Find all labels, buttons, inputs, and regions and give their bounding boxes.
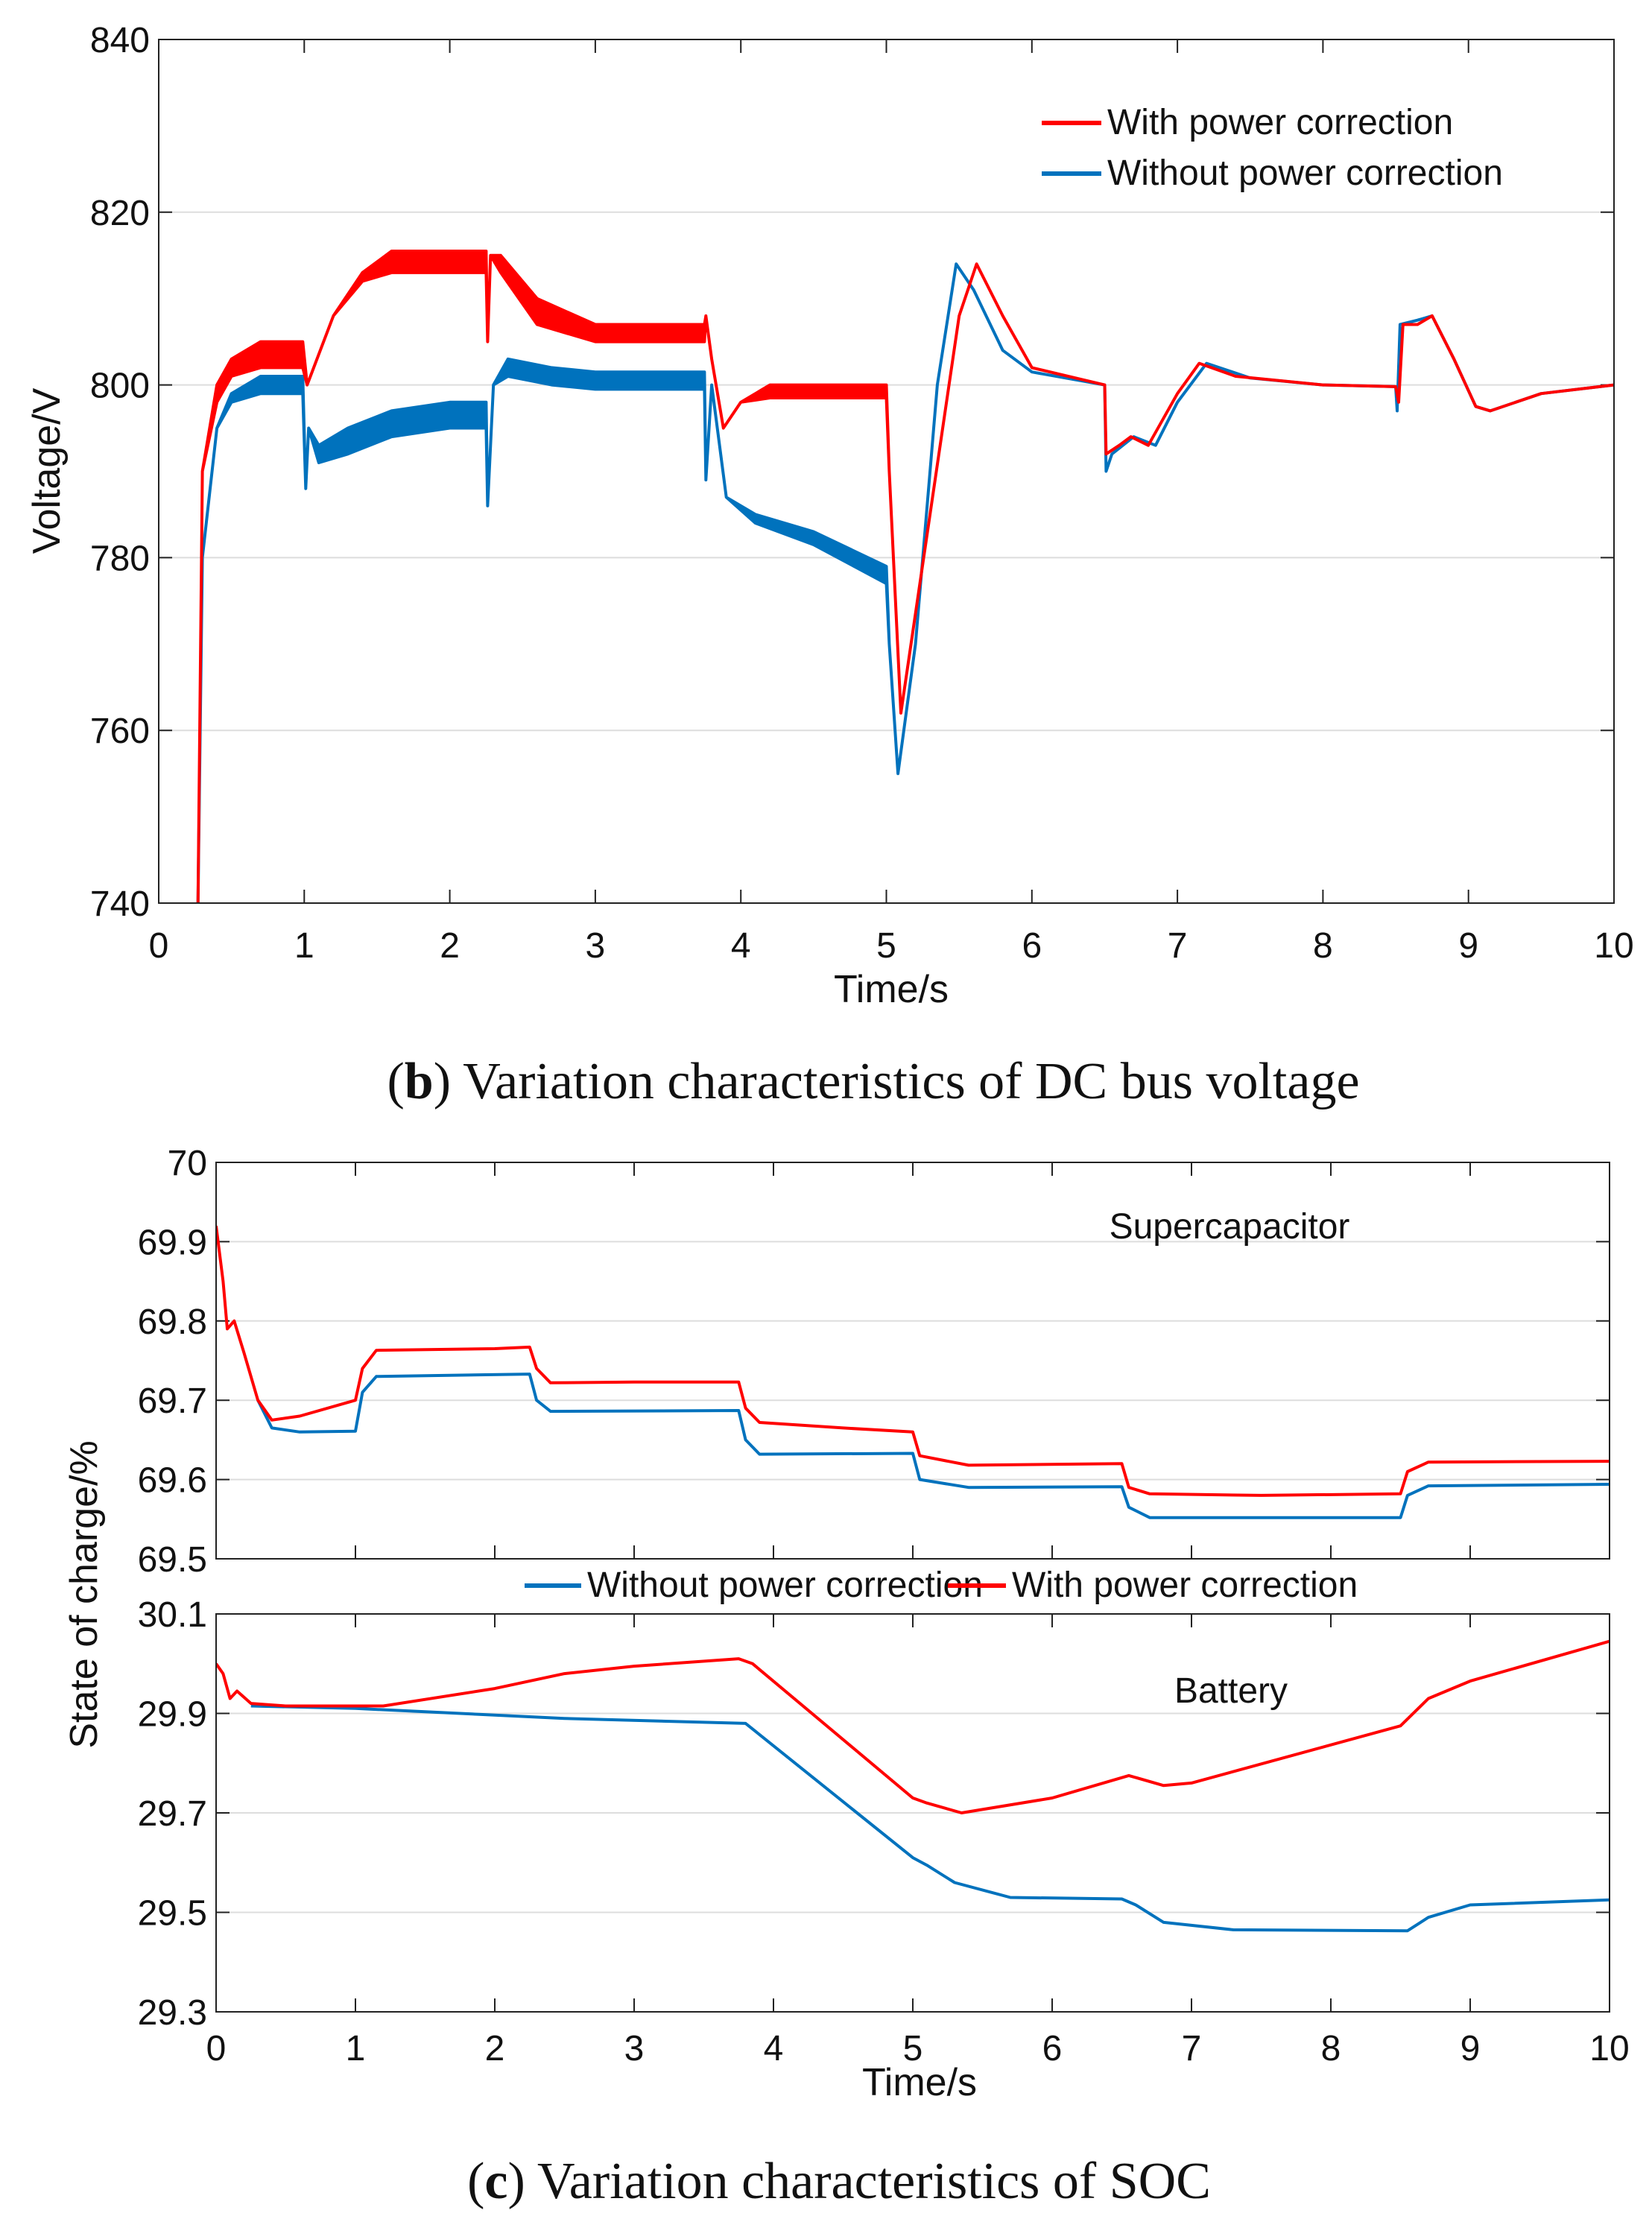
x-tick-label: 10 bbox=[1594, 926, 1633, 966]
y-tick-label: 780 bbox=[90, 539, 150, 578]
y-tick-label: 69.5 bbox=[138, 1540, 207, 1580]
x-tick-label: 4 bbox=[764, 2029, 784, 2068]
y-tick-label: 29.7 bbox=[138, 1794, 207, 1834]
plot-frame bbox=[158, 39, 1615, 904]
x-tick-label: 6 bbox=[1022, 926, 1042, 966]
x-tick-label: 1 bbox=[346, 2029, 366, 2068]
x-tick-label: 1 bbox=[294, 926, 314, 966]
x-tick-label: 10 bbox=[1589, 2029, 1629, 2068]
without-power-correction-line bbox=[250, 1704, 1610, 1933]
x-tick-label: 7 bbox=[1182, 2029, 1202, 2068]
x-tick-label: 5 bbox=[903, 2029, 923, 2068]
supercapacitor-soc-chart: 69.5 69.6 69.7 69.8 69.9 70 bbox=[138, 1144, 1610, 1580]
x-tick-label: 3 bbox=[586, 926, 606, 966]
with-power-correction-line bbox=[216, 1225, 1610, 1497]
x-tick-label: 8 bbox=[1321, 2029, 1341, 2068]
y-tick-label: 820 bbox=[90, 194, 150, 233]
x-tick-label: 6 bbox=[1042, 2029, 1063, 2068]
y-tick-label: 800 bbox=[90, 367, 150, 406]
caption-b-letter: b bbox=[405, 1053, 434, 1110]
without-power-correction-line bbox=[196, 262, 1614, 903]
x-tick-label: 9 bbox=[1460, 2029, 1481, 2068]
with-power-correction-line bbox=[196, 250, 1614, 903]
x-tick-label: 9 bbox=[1458, 926, 1478, 966]
voltage-y-axis-label: Voltage/V bbox=[25, 387, 69, 554]
caption-b: (b) Variation characteristics of DC bus … bbox=[387, 1053, 1359, 1110]
without-power-correction-line bbox=[256, 1373, 1610, 1519]
y-tick-label: 69.7 bbox=[138, 1381, 207, 1421]
x-tick-label: 4 bbox=[731, 926, 751, 966]
voltage-chart: 740 760 780 800 820 840 0 1 2 3 4 5 6 7 8 9 10 bbox=[90, 21, 1634, 966]
x-tick-label: 7 bbox=[1168, 926, 1188, 966]
soc-x-axis-label: Time/s bbox=[862, 2061, 977, 2104]
x-tick-label: 5 bbox=[876, 926, 896, 966]
caption-c: (c) Variation characteristics of SOC bbox=[467, 2153, 1211, 2210]
legend-with-label: With power correction bbox=[1107, 103, 1453, 142]
x-tick-label: 2 bbox=[485, 2029, 505, 2068]
y-tick-label: 29.9 bbox=[138, 1695, 207, 1735]
plot-frame bbox=[215, 1613, 1610, 2013]
y-tick-label: 760 bbox=[90, 712, 150, 751]
y-tick-label: 840 bbox=[90, 21, 150, 60]
x-tick-label: 3 bbox=[624, 2029, 645, 2068]
y-tick-label: 69.6 bbox=[138, 1461, 207, 1501]
battery-annotation: Battery bbox=[1174, 1671, 1288, 1711]
y-tick-label: 69.9 bbox=[138, 1223, 207, 1262]
y-tick-label: 69.8 bbox=[138, 1302, 207, 1342]
soc-legend-with-label: With power correction bbox=[1012, 1566, 1358, 1605]
y-tick-label: 70 bbox=[168, 1144, 207, 1183]
y-tick-label: 29.5 bbox=[138, 1894, 207, 1934]
voltage-x-axis-label: Time/s bbox=[834, 968, 949, 1011]
legend-without-label: Without power correction bbox=[1107, 153, 1503, 193]
caption-b-text: Variation characteristics of DC bus volt… bbox=[451, 1053, 1359, 1110]
y-tick-label: 29.3 bbox=[138, 1993, 207, 2033]
y-tick-label: 30.1 bbox=[138, 1595, 207, 1635]
caption-c-text: Variation characteristics of SOC bbox=[525, 2153, 1211, 2210]
with-power-correction-line bbox=[216, 1639, 1610, 1814]
soc-legend-without-label: Without power correction bbox=[587, 1566, 983, 1605]
x-tick-label: 0 bbox=[149, 926, 169, 966]
caption-c-letter: c bbox=[484, 2153, 507, 2210]
battery-soc-chart: 29.3 29.5 29.7 29.9 30.1 0 1 2 3 4 5 6 7 8 9 10 bbox=[138, 1595, 1630, 2068]
supercap-annotation: Supercapacitor bbox=[1110, 1207, 1350, 1247]
x-tick-label: 0 bbox=[206, 2029, 227, 2068]
plot-frame bbox=[215, 1162, 1610, 1560]
x-tick-label: 2 bbox=[440, 926, 460, 966]
y-tick-label: 740 bbox=[90, 884, 150, 924]
soc-y-axis-label: State of charge/% bbox=[63, 1440, 106, 1748]
x-tick-label: 8 bbox=[1313, 926, 1333, 966]
